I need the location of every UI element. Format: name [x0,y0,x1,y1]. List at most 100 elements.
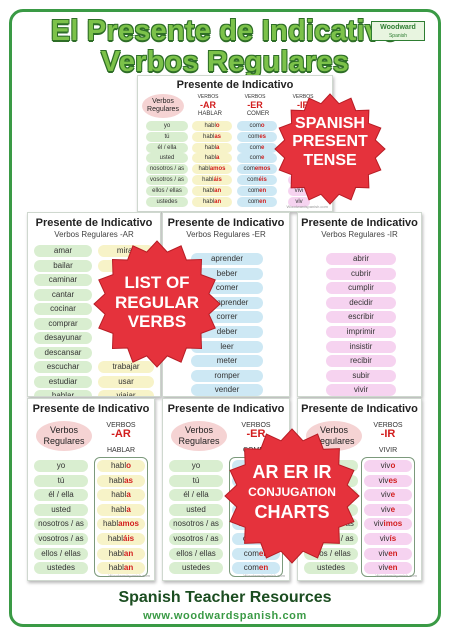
verb-stem: habl [108,475,125,485]
footer-url[interactable]: www.woodwardspanish.com [143,610,307,622]
conjugation-box [361,457,415,577]
verb-pill: abrir [326,253,396,265]
label-line: Verbos [319,425,349,435]
er-ending-heading: VERBOS -ER [244,94,266,110]
verb-ending: amos [209,166,226,173]
ending-label: -IR [380,428,396,440]
verb-pill: cocinar [34,303,92,315]
conjugated-form: vivimos [364,518,412,531]
starburst-shape [224,428,360,564]
pronoun-pill: yo [34,460,88,472]
pronoun-pill: él / ella [146,142,188,153]
verb-stem: viv [378,475,389,485]
verb-name: HABLAR [106,447,135,454]
pronoun-pill: usted [169,503,223,516]
verb-stem: habl [110,461,127,470]
list-of-regular-verbs-badge: LIST OF REGULAR VERBS [93,240,221,368]
credit-text: Woodwardspanish.com [243,573,285,578]
poster-subtitle: Verbos Regulares [100,46,350,78]
footer-title: Spanish Teacher Resources [118,589,332,606]
verb-ending: e [390,490,396,500]
conj-card-ar: Presente de Indicativo Verbos Regulares VER… [27,398,155,581]
verb-ending: es [259,133,267,140]
card-subtitle: Verbos Regulares -AR [54,230,134,239]
verb-ending: as [214,133,222,140]
verb-pill: comprar [34,317,92,330]
verb-pill: meter [191,355,263,368]
card-header: Presente de Indicativo [301,403,418,415]
verb-stem: habl [102,519,119,529]
verb-stem: viv [378,563,389,573]
verb-stem: habl [107,534,123,543]
ending-heading: VERBOS -ER [233,421,279,440]
conjugated-form: hablan [97,547,145,560]
verb-pill: beber [191,267,263,280]
verbos-regulares-label: Verbos Regulares [142,94,184,118]
list-er-card: Presente de Indicativo Verbos Regulares … [162,212,290,397]
conjugated-form: vive [364,503,412,516]
pronoun-pill: ustedes [304,562,358,575]
verb-pill: decidir [326,296,396,309]
brand-logo: Woodward Spanish [371,21,425,41]
credit-text: Woodwardspanish.com [108,573,150,578]
pronoun-pill: usted [34,503,88,516]
verb-stem: habl [111,504,127,514]
verb-stem: com [247,133,260,140]
card-header: Presente de Indicativo [167,217,285,229]
ending-label: -ER [246,428,266,440]
verb-ending: ís [389,534,397,543]
verb-pill: amar [34,245,92,257]
verb-stem: habl [204,123,216,129]
verb-ending: o [260,123,265,129]
verb-ending: o [390,461,396,470]
ar-ending-heading: VERBOS -AR [197,94,219,110]
conjugated-form: viven [364,547,412,560]
verb-pill: vivir [326,384,396,396]
verb-ending: en [258,563,269,573]
conjugated-form: habla [97,503,145,516]
verb-pill: caminar [34,274,92,286]
ir-conjugation-partial: viv [288,196,310,207]
verb-stem: habl [204,155,216,162]
conjugated-form: vives [364,474,412,487]
label-line: Verbos [184,425,214,435]
credit-text: Woodwardspanish.com [375,573,417,578]
verb-pill: subir [326,369,396,382]
verb-pill: escribir [326,311,396,324]
verb-ending: an [214,198,222,205]
verb-ending: an [123,548,134,558]
verbos-label: VERBOS [241,422,271,429]
poster-title: El Presente de Indicativo [50,15,400,47]
er-conjugation: comemos [237,164,277,175]
pronoun-pill: ustedes [34,562,88,575]
verb-ending: a [126,504,131,514]
er-conjugation: come [237,142,277,153]
credit-text: Woodwardspanish.com [286,204,328,209]
verb-stem: com [249,144,261,151]
starburst-shape [93,240,221,368]
verb-ending: an [123,563,134,573]
card-subtitle: Verbos Regulares -ER [186,230,266,239]
pronoun-pill: ellos / ellas [146,185,188,196]
ending-label: -AR [111,428,131,440]
ar-conjugation: hablas [192,131,232,142]
verb-pill: cantar [34,288,92,301]
verb-pill: cumplir [326,282,396,295]
verb-ending: en [258,548,269,558]
pronoun-pill: él / ella [34,489,88,502]
spanish-present-tense-badge: SPANISH PRESENT TENSE [274,93,386,205]
er-conjugation: como [237,121,277,131]
verb-stem: com [247,187,260,194]
verb-stem: viv [379,534,390,543]
verb-ending: as [124,475,134,485]
verb-pill: desayunar [34,332,92,344]
verb-ending: en [259,198,267,205]
verb-pill: cubrir [326,267,396,280]
card-header: Presente de Indicativo [167,403,285,415]
card-subtitle: Verbos Regulares -IR [321,230,398,239]
verb-stem: com [247,198,260,205]
verb-stem: habl [111,490,127,500]
er-conjugation: comes [237,131,277,142]
label-line: Regulares [313,436,355,446]
conjugated-form: vivo [364,460,412,472]
